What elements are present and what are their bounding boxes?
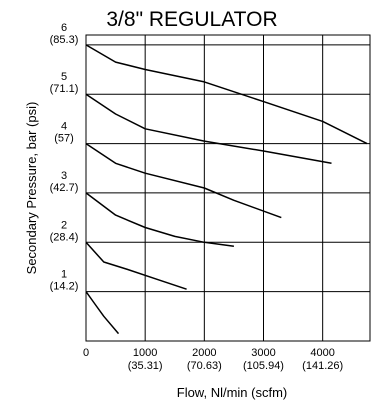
x-tick-label-0: 0 [83,347,89,359]
y-tick-label-5: 6 [61,22,67,34]
series-line-2 [85,192,234,247]
y-tick-sublabel-4: (71.1) [50,83,79,95]
series-line-4 [85,93,332,165]
grid-layer [86,35,370,341]
x-axis-label: Flow, Nl/min (scfm) [177,385,288,400]
y-tick-label-3: 4 [61,121,67,133]
y-tick-labels: 1(14.2) 2(28.4) 3(42.7) 4(57) 5(71.1) 6(85.3) [50,22,79,293]
series-line-3 [85,142,282,219]
x-tick-sublabel-2: (70.63) [187,360,222,372]
x-tick-label-2: 2000 [192,347,216,359]
series-line-1 [85,241,187,290]
x-tick-label-3: 3000 [251,347,275,359]
x-tick-labels: 0 1000(35.31) 2000(70.63) 3000(105.94) 4000(… [83,347,343,372]
plot-border [85,34,371,342]
y-tick-sublabel-5: (85.3) [50,34,79,46]
y-tick-label-1: 2 [61,219,67,231]
y-tick-sublabel-3: (57) [54,133,74,145]
x-tick-sublabel-4: (141.26) [302,360,343,372]
chart-title: 3/8" REGULATOR [106,8,277,31]
y-tick-label-2: 3 [61,170,67,182]
y-tick-label-4: 5 [61,71,67,83]
x-tick-sublabel-3: (105.94) [243,360,284,372]
series-line-5 [85,44,368,145]
series-layer [85,44,368,335]
x-tick-label-1: 1000 [133,347,157,359]
series-line-0 [85,291,120,335]
y-tick-sublabel-0: (14.2) [50,281,79,293]
y-tick-sublabel-1: (28.4) [50,231,79,243]
y-tick-label-0: 1 [61,269,67,281]
x-tick-sublabel-1: (35.31) [128,360,163,372]
y-tick-sublabel-2: (42.7) [50,182,79,194]
x-tick-label-4: 4000 [310,347,334,359]
y-axis-label: Secondary Pressure, bar (psi) [24,102,39,275]
